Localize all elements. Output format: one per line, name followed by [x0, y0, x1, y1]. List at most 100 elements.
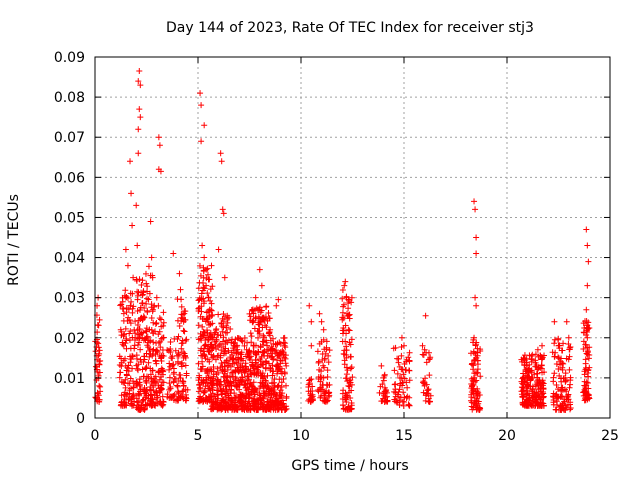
- data-point: [269, 368, 276, 375]
- data-point: [135, 150, 142, 157]
- data-point: [231, 390, 238, 397]
- data-point: [218, 381, 225, 388]
- data-point: [214, 406, 221, 413]
- y-tick-label: 0.08: [54, 90, 85, 106]
- data-point: [122, 325, 129, 332]
- data-point: [224, 405, 231, 412]
- data-point: [200, 280, 207, 287]
- data-point: [176, 371, 183, 378]
- data-point: [468, 388, 475, 395]
- data-point: [281, 354, 288, 361]
- data-point: [566, 384, 573, 391]
- data-point: [380, 374, 387, 381]
- data-point: [149, 367, 156, 374]
- data-point: [243, 387, 250, 394]
- data-point: [585, 366, 592, 373]
- data-point: [159, 334, 166, 341]
- data-point: [197, 313, 204, 320]
- data-point: [237, 396, 244, 403]
- data-point: [314, 348, 321, 355]
- data-point: [269, 355, 276, 362]
- data-point: [558, 355, 565, 362]
- data-point: [275, 405, 282, 412]
- data-point: [127, 320, 134, 327]
- data-point: [130, 384, 137, 391]
- data-point: [394, 355, 401, 362]
- data-point: [554, 393, 561, 400]
- data-point: [207, 406, 214, 413]
- data-point: [316, 366, 323, 373]
- data-point: [346, 339, 353, 346]
- data-point: [316, 310, 323, 317]
- data-point: [376, 389, 383, 396]
- data-point: [282, 382, 289, 389]
- data-point: [218, 347, 225, 354]
- data-point: [251, 325, 258, 332]
- data-point: [392, 389, 399, 396]
- data-point: [208, 313, 215, 320]
- data-point: [148, 254, 155, 261]
- data-point: [125, 368, 132, 375]
- data-point: [321, 398, 328, 405]
- data-point: [128, 298, 135, 305]
- data-point: [205, 308, 212, 315]
- data-point: [326, 347, 333, 354]
- data-point: [260, 338, 267, 345]
- data-point: [324, 397, 331, 404]
- data-point: [339, 314, 346, 321]
- data-point: [174, 336, 181, 343]
- data-point: [246, 400, 253, 407]
- ticks: 0 5 10 15 20 25 0 0.01 0.02 0.03 0.04 0.05 0.06 0.07 0…: [54, 50, 619, 444]
- data-point: [138, 282, 145, 289]
- data-point: [158, 316, 165, 323]
- data-point: [422, 375, 429, 382]
- data-point: [118, 378, 125, 385]
- data-point: [202, 318, 209, 325]
- data-point: [262, 303, 269, 310]
- data-point: [139, 277, 146, 284]
- data-point: [348, 364, 355, 371]
- data-point: [129, 222, 136, 229]
- data-point: [325, 359, 332, 366]
- data-point: [143, 325, 150, 332]
- data-point: [249, 318, 256, 325]
- data-point: [206, 346, 213, 353]
- data-point: [210, 334, 217, 341]
- data-point: [534, 392, 541, 399]
- data-point: [250, 388, 257, 395]
- data-point: [232, 368, 239, 375]
- data-point: [207, 321, 214, 328]
- data-point: [398, 343, 405, 350]
- data-point: [151, 379, 158, 386]
- data-point: [405, 354, 412, 361]
- data-point: [143, 364, 150, 371]
- data-point: [218, 320, 225, 327]
- data-point: [225, 394, 232, 401]
- data-point: [215, 311, 222, 318]
- data-point: [134, 399, 141, 406]
- data-point: [406, 367, 412, 374]
- data-point: [344, 378, 351, 385]
- data-point: [127, 359, 134, 366]
- data-point: [252, 400, 259, 407]
- data-point: [549, 349, 556, 356]
- data-point: [118, 363, 125, 370]
- data-point: [584, 347, 591, 354]
- data-point: [583, 350, 590, 357]
- data-point: [121, 380, 128, 387]
- data-point: [271, 382, 278, 389]
- data-point: [145, 359, 152, 366]
- data-point: [531, 389, 538, 396]
- data-point: [584, 379, 591, 386]
- data-point: [183, 336, 190, 343]
- data-point: [257, 343, 264, 350]
- data-point: [254, 406, 261, 413]
- data-point: [199, 242, 206, 249]
- data-point: [198, 308, 205, 315]
- data-point: [204, 382, 211, 389]
- data-point: [239, 391, 246, 398]
- data-point: [149, 308, 156, 315]
- data-point: [116, 374, 123, 381]
- data-point: [235, 335, 242, 342]
- data-point: [528, 353, 535, 360]
